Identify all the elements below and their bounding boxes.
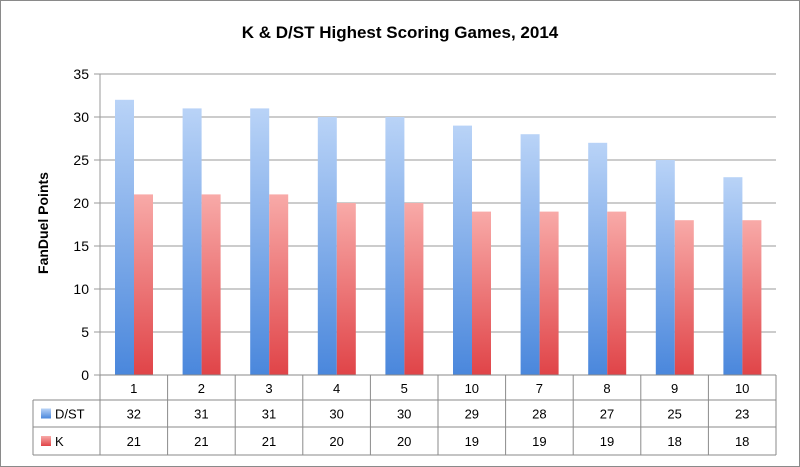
bar-k xyxy=(539,211,559,375)
data-label: 21 xyxy=(194,434,208,449)
x-tick-label: 2 xyxy=(198,381,205,396)
bar-k xyxy=(607,211,627,375)
bar-dst xyxy=(115,99,134,376)
bar-k xyxy=(201,194,221,375)
bar-dst xyxy=(385,117,405,375)
data-label: 29 xyxy=(465,407,479,422)
bar-dst xyxy=(588,142,608,375)
bar-k xyxy=(269,194,289,375)
data-table: 1 2 3 4 5 10 7 8 9 10D/ST 32 31 31 30 30 29 28 27 25 23K 21 2… xyxy=(32,374,777,456)
y-tick-label: 10 xyxy=(73,281,89,297)
x-tick-label: 7 xyxy=(536,381,543,396)
bars xyxy=(115,99,762,376)
bar-dst xyxy=(182,108,202,376)
data-label: 28 xyxy=(532,407,546,422)
legend-label: K xyxy=(55,434,64,449)
data-label: 32 xyxy=(127,407,141,422)
bar-dst xyxy=(520,134,540,375)
bar-dst xyxy=(317,117,337,375)
bar-k xyxy=(742,220,762,375)
x-tick-label: 4 xyxy=(333,381,340,396)
data-label: 23 xyxy=(735,407,749,422)
x-tick-label: 3 xyxy=(265,381,272,396)
bar-dst xyxy=(453,125,472,375)
x-tick-label: 5 xyxy=(401,381,408,396)
data-label: 30 xyxy=(329,407,343,422)
data-label: 21 xyxy=(262,434,276,449)
legend-swatch-dst xyxy=(41,408,51,419)
data-label: 21 xyxy=(127,434,141,449)
data-label: 19 xyxy=(465,434,479,449)
y-tick-label: 0 xyxy=(81,367,89,383)
bar-dst xyxy=(250,108,270,376)
legend-label: D/ST xyxy=(55,407,85,422)
x-tick-label: 10 xyxy=(465,381,479,396)
legend-swatch-k xyxy=(41,436,51,446)
data-label: 27 xyxy=(600,407,614,422)
data-label: 18 xyxy=(667,434,681,449)
bar-k xyxy=(674,220,694,375)
data-label: 31 xyxy=(262,407,276,422)
bar-dst xyxy=(655,160,675,375)
x-tick-label: 10 xyxy=(735,381,749,396)
data-label: 20 xyxy=(329,434,343,449)
x-tick-label: 1 xyxy=(130,381,137,396)
data-label: 18 xyxy=(735,434,749,449)
y-tick-label: 30 xyxy=(73,109,89,125)
bar-dst xyxy=(723,177,743,375)
x-tick-label: 9 xyxy=(671,381,678,396)
data-label: 30 xyxy=(397,407,411,422)
bar-k xyxy=(134,194,153,375)
bar-k xyxy=(336,203,356,375)
y-tick-label: 35 xyxy=(73,66,89,82)
y-tick-label: 5 xyxy=(81,324,89,340)
y-axis-label: FanDuel Points xyxy=(35,172,51,274)
x-tick-label: 8 xyxy=(603,381,610,396)
bar-k xyxy=(472,211,491,375)
data-label: 20 xyxy=(397,434,411,449)
data-label: 31 xyxy=(194,407,208,422)
data-label: 19 xyxy=(532,434,546,449)
bar-k xyxy=(404,203,424,375)
y-tick-label: 20 xyxy=(73,195,89,211)
chart-title: K & D/ST Highest Scoring Games, 2014 xyxy=(242,23,559,42)
data-label: 25 xyxy=(667,407,681,422)
data-label: 19 xyxy=(600,434,614,449)
y-tick-label: 15 xyxy=(73,238,89,254)
y-tick-label: 25 xyxy=(73,152,89,168)
